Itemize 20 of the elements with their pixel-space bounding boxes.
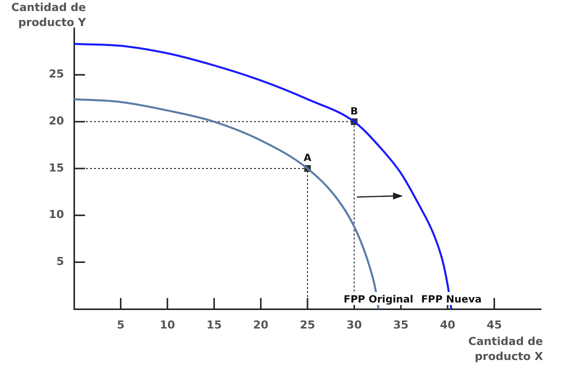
- x-tick-label: 35: [393, 318, 409, 332]
- y-tick-label: 10: [48, 208, 64, 222]
- series-label: B: [350, 106, 358, 118]
- x-tick-label: 25: [300, 318, 316, 332]
- x-tick-label: 40: [440, 318, 456, 332]
- series-label: A: [304, 153, 312, 164]
- series-label: FPP Original: [344, 294, 414, 306]
- x-tick-label: 15: [206, 318, 222, 332]
- y-tick-label: 20: [48, 114, 64, 128]
- y-axis-title: Cantidad de producto Y: [10, 0, 86, 30]
- y-tick-label: 25: [48, 68, 64, 81]
- x-tick-label: 20: [253, 318, 269, 332]
- x-axis-title: Cantidad de producto X: [467, 334, 543, 364]
- series-label: FPP Nueva: [421, 294, 482, 306]
- x-tick-label: 10: [160, 318, 176, 332]
- y-tick-label: 15: [48, 161, 64, 174]
- x-tick-label: 45: [486, 318, 502, 332]
- y-tick-label: 5: [56, 255, 64, 268]
- x-tick-label: 30: [346, 318, 362, 332]
- x-tick-label: 5: [116, 318, 125, 332]
